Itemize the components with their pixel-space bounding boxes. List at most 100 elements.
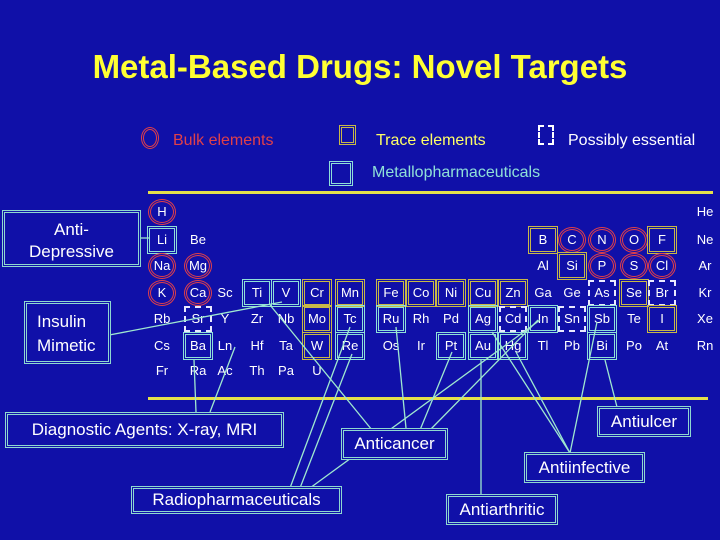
element-cs: Cs: [154, 338, 170, 353]
element-p: P: [588, 253, 616, 279]
element-cd: Cd: [499, 306, 527, 332]
arrow-radio-re: [299, 353, 353, 489]
element-rh: Rh: [412, 311, 430, 326]
element-c: C: [558, 227, 586, 253]
element-sc: Sc: [217, 285, 233, 300]
arrow-antiinfective-sb: [569, 321, 598, 454]
legend-trace-icon: [339, 125, 356, 145]
element-al: Al: [537, 258, 549, 273]
element-ru: Ru: [376, 305, 406, 333]
arrow-radio-tc: [289, 326, 351, 489]
arrow-insulin: [103, 301, 283, 337]
insulin-label-2: Mimetic: [37, 336, 96, 355]
element-tc: Tc: [335, 305, 365, 333]
element-sb: Sb: [587, 305, 617, 333]
arrow-anticancer-ti: [269, 304, 373, 431]
element-i: I: [647, 305, 677, 333]
element-fr: Fr: [155, 363, 169, 378]
element-ga: Ga: [534, 285, 552, 300]
legend-possible-label: Possibly essential: [568, 132, 696, 149]
element-kr: Kr: [698, 285, 712, 300]
element-rb: Rb: [153, 311, 171, 326]
arrow-radio-in: [309, 319, 541, 489]
legend-bulk-icon: [141, 127, 159, 149]
element-ti: Ti: [242, 279, 272, 307]
element-na: Na: [148, 253, 176, 279]
element-ar: Ar: [698, 258, 712, 273]
element-ac: Ac: [217, 363, 233, 378]
element-hf: Hf: [250, 338, 264, 353]
arrow-antiinfective-ag: [491, 331, 571, 454]
element-co: Co: [406, 279, 436, 307]
slide-title: Metal-Based Drugs: Novel Targets: [92, 48, 628, 85]
element-v: V: [271, 279, 301, 307]
element-te: Te: [627, 311, 641, 326]
element-pd: Pd: [443, 311, 459, 326]
element-zr: Zr: [250, 311, 264, 326]
element-si: Si: [557, 252, 587, 280]
element-rn: Rn: [696, 338, 714, 353]
antidepressive-label-1: Anti-: [54, 220, 89, 239]
element-sn: Sn: [558, 306, 586, 332]
element-bi: Bi: [587, 332, 617, 360]
divider-top: [148, 191, 713, 194]
arrow-anticancer-ru: [395, 326, 407, 429]
arrow-diagnostic-ba: [193, 359, 197, 413]
element-nb: Nb: [277, 311, 295, 326]
element-xe: Xe: [697, 311, 713, 326]
arrow-antiulcer-bi: [604, 359, 618, 408]
legend-trace-label: Trace elements: [376, 132, 486, 149]
antidepressive-label-2: Depressive: [28, 242, 115, 261]
element-ba: Ba: [183, 332, 213, 360]
element-h: H: [148, 199, 176, 225]
element-ne: Ne: [696, 232, 714, 247]
element-os: Os: [382, 338, 400, 353]
anticancer-box: Anticancer: [341, 428, 448, 460]
legend-pharma-label: Metallopharmaceuticals: [372, 164, 541, 181]
element-tl: Tl: [537, 338, 549, 353]
element-f: F: [647, 226, 677, 254]
antiulcer-box: Antiulcer: [597, 406, 691, 437]
element-po: Po: [626, 338, 642, 353]
divider-bottom: [148, 397, 708, 400]
element-o: O: [620, 227, 648, 253]
element-ge: Ge: [563, 285, 581, 300]
element-at: At: [655, 338, 669, 353]
legend-possible-icon: [538, 125, 554, 145]
element-ag: Ag: [468, 305, 498, 333]
element-he: He: [696, 204, 714, 219]
element-ir: Ir: [417, 338, 425, 353]
insulin-label-1: Insulin: [37, 312, 87, 331]
legend-bulk-label: Bulk elements: [173, 132, 274, 149]
element-se: Se: [619, 279, 649, 307]
element-be: Be: [190, 232, 206, 247]
element-ni: Ni: [436, 279, 466, 307]
element-cl: Cl: [648, 253, 676, 279]
element-in: In: [528, 305, 558, 333]
element-li: Li: [147, 226, 177, 254]
legend-pharma-icon: [329, 161, 353, 186]
element-ln: Ln: [217, 338, 233, 353]
element-mg: Mg: [184, 253, 212, 279]
element-zn: Zn: [498, 279, 528, 307]
insulin-mimetic-box: Insulin Mimetic: [24, 301, 111, 364]
element-b: B: [528, 226, 558, 254]
element-k: K: [148, 280, 176, 306]
element-n: N: [588, 227, 616, 253]
arrow-diagnostic-ln: [209, 346, 236, 413]
arrow-antiinfective-hg: [515, 351, 571, 454]
element-au: Au: [468, 332, 498, 360]
element-pt: Pt: [436, 332, 466, 360]
arrow-anticancer-pt: [419, 351, 453, 431]
element-mo: Mo: [302, 305, 332, 333]
diagnostic-agents-box: Diagnostic Agents: X-ray, MRI: [5, 412, 284, 448]
arrow-anticancer-ga: [429, 319, 539, 431]
element-pa: Pa: [278, 363, 294, 378]
element-u: U: [312, 363, 322, 378]
element-pb: Pb: [564, 338, 580, 353]
element-s: S: [620, 253, 648, 279]
antiinfective-box: Antiinfective: [524, 452, 645, 483]
antidepressive-box: Anti- Depressive: [2, 210, 141, 267]
element-th: Th: [249, 363, 265, 378]
